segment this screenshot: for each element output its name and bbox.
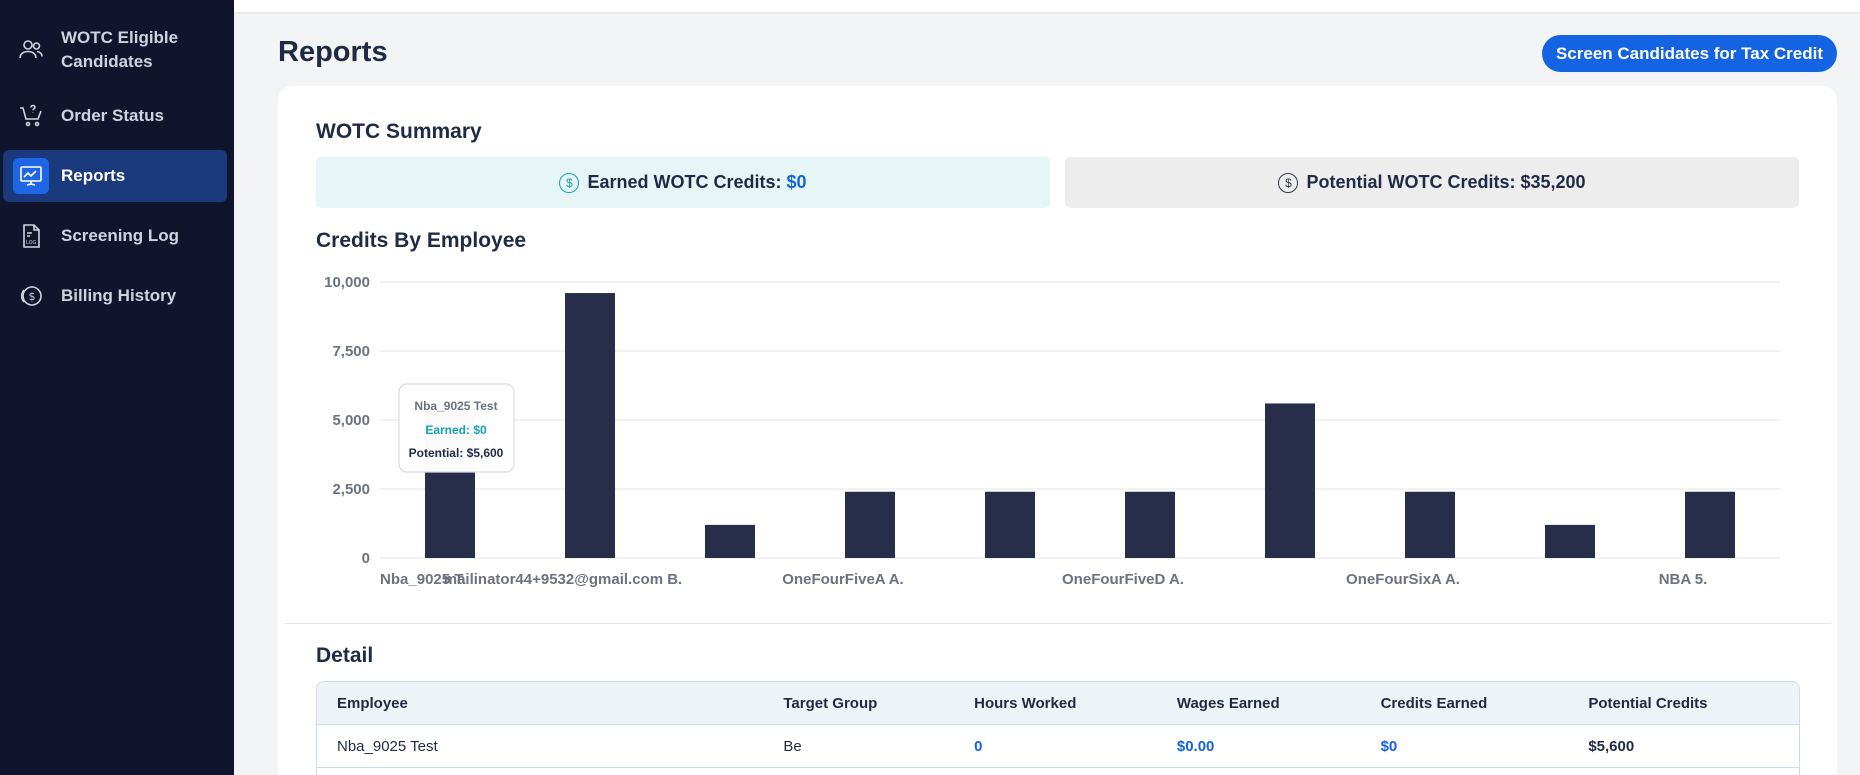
- top-bar: [234, 0, 1860, 12]
- column-header-wages-earned[interactable]: Wages Earned: [1176, 694, 1280, 712]
- column-header-employee[interactable]: Employee: [337, 694, 408, 712]
- potential-credits-cell: $5,600: [1588, 737, 1635, 755]
- chart-tooltip: [398, 383, 515, 473]
- sidebar-item-label: Reports: [61, 166, 126, 185]
- table-row[interactable]: Nba_9025 Test Be 0 $0.00 $0 $5,600: [317, 725, 1799, 768]
- tooltip-potential: Potential: $5,600: [409, 446, 504, 460]
- dollar-icon: $: [559, 172, 580, 193]
- earned-credits-box: $ Earned WOTC Credits: $0: [316, 157, 1050, 208]
- detail-title: Detail: [316, 644, 374, 667]
- cart-icon: [13, 98, 49, 134]
- sidebar-item-label: Screening Log: [61, 226, 180, 245]
- column-header-credits-earned[interactable]: Credits Earned: [1380, 694, 1488, 712]
- potential-credits-box: $ Potential WOTC Credits: $35,200: [1065, 157, 1799, 208]
- sidebar-item-order-status[interactable]: Order Status: [3, 90, 227, 142]
- bar: [1125, 491, 1175, 558]
- y-tick-label: 7,500: [332, 343, 370, 360]
- svg-text:LOG: LOG: [26, 240, 37, 246]
- sidebar-item-wotc-eligible-candidates[interactable]: WOTC Eligible Candidates: [3, 18, 227, 82]
- dollar-icon: $: [1278, 172, 1299, 193]
- wotc-summary-title: WOTC Summary: [316, 120, 482, 143]
- bar: [565, 293, 615, 558]
- sidebar: WOTC Eligible Candidates Order Status Re…: [0, 0, 234, 775]
- target-group-cell: Be: [783, 737, 802, 755]
- dollar-coin-icon: $: [13, 278, 49, 314]
- y-tick-label: 2,500: [332, 481, 370, 498]
- x-tick-label: Nba_9025 T.: [380, 571, 466, 588]
- hours-worked-cell: 0: [974, 737, 983, 755]
- earned-credits-value: $0: [786, 172, 807, 192]
- earned-credits-label: Earned WOTC Credits:: [587, 172, 782, 192]
- section-divider: [285, 623, 1831, 624]
- bar: [1405, 491, 1455, 558]
- sidebar-item-label: Order Status: [61, 106, 164, 125]
- x-tick-label: OneFourFiveD A.: [1062, 571, 1184, 588]
- bar: [1685, 491, 1735, 558]
- y-tick-label: 10,000: [324, 274, 370, 291]
- x-tick-label: mailinator44+9532@gmail.com B.: [444, 571, 682, 588]
- column-header-hours-worked[interactable]: Hours Worked: [974, 694, 1077, 712]
- column-header-target-group[interactable]: Target Group: [783, 694, 878, 712]
- sidebar-item-reports[interactable]: Reports: [3, 150, 227, 202]
- sidebar-item-label: Billing History: [61, 286, 177, 305]
- column-header-potential-credits[interactable]: Potential Credits: [1588, 694, 1708, 712]
- y-tick-label: 5,000: [332, 412, 370, 429]
- tooltip-title: Nba_9025 Test: [414, 399, 497, 413]
- employee-cell: Nba_9025 Test: [337, 737, 438, 755]
- sidebar-item-screening-log[interactable]: LOG Screening Log: [3, 210, 227, 262]
- table-header: Employee Target Group Hours Worked Wages…: [317, 682, 1799, 725]
- bar: [1265, 403, 1315, 558]
- sidebar-item-label: Candidates: [61, 52, 153, 71]
- sidebar-item-label: WOTC Eligible: [61, 28, 179, 47]
- bar: [845, 491, 895, 558]
- tooltip-earned: Earned: $0: [425, 423, 487, 437]
- users-icon: [13, 32, 49, 68]
- x-tick-label: OneFourSixA A.: [1346, 571, 1460, 588]
- credits-bar-chart: 0 2,500 5,000 7,500 10,000 Nba_9025 T.mailina…: [324, 274, 1780, 588]
- x-tick-label: OneFourFiveA A.: [782, 571, 903, 588]
- detail-table: Employee Target Group Hours Worked Wages…: [316, 681, 1800, 775]
- bar: [705, 524, 755, 558]
- bar: [1545, 524, 1595, 558]
- potential-credits-label: Potential WOTC Credits:: [1306, 172, 1516, 192]
- bar: [985, 491, 1035, 558]
- svg-text:$: $: [29, 290, 36, 303]
- x-tick-label: NBA 5.: [1659, 571, 1708, 588]
- log-file-icon: LOG: [13, 218, 49, 254]
- screen-candidates-button[interactable]: Screen Candidates for Tax Credit: [1542, 35, 1837, 72]
- credits-by-employee-title: Credits By Employee: [316, 229, 527, 252]
- page-title: Reports: [278, 36, 388, 68]
- y-tick-label: 0: [362, 550, 370, 567]
- chart-icon: [13, 158, 49, 194]
- wages-earned-cell: $0.00: [1176, 737, 1215, 755]
- sidebar-item-billing-history[interactable]: $ Billing History: [3, 270, 227, 322]
- potential-credits-value: $35,200: [1520, 172, 1586, 192]
- credits-earned-cell: $0: [1380, 737, 1398, 755]
